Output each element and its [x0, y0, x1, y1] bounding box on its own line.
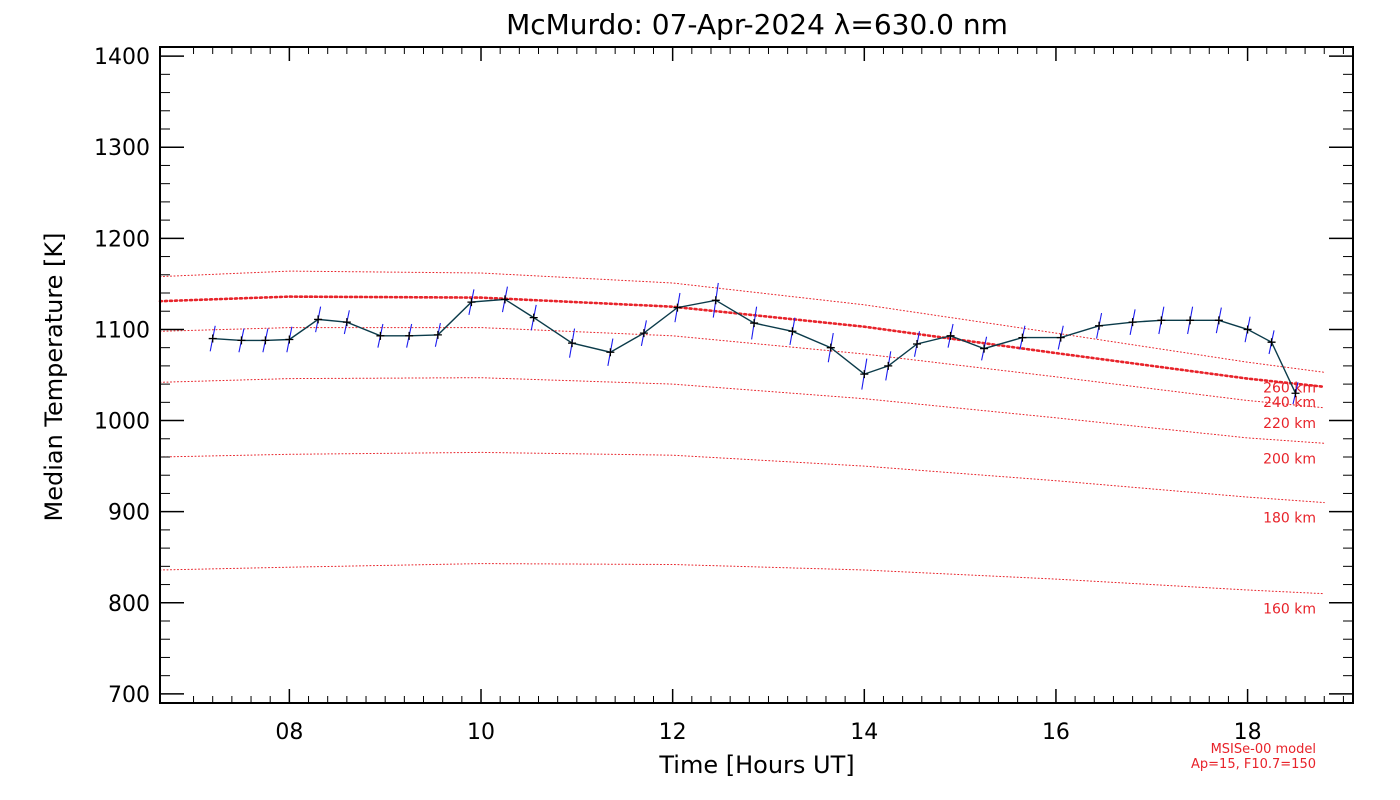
data-point	[884, 361, 893, 370]
data-point	[860, 370, 869, 379]
data-point	[913, 340, 922, 349]
model-curve-220-km	[159, 327, 1325, 409]
data-point	[1157, 316, 1166, 325]
data-point	[342, 318, 351, 327]
y-axis-label: Median Temperature [K]	[40, 232, 68, 521]
y-tick-label: 900	[108, 501, 150, 526]
data-point	[1267, 338, 1276, 347]
data-point	[673, 303, 682, 312]
data-point	[285, 335, 294, 344]
model-label-200-km: 200 km	[1263, 451, 1316, 467]
data-point	[1243, 325, 1252, 334]
data-point	[946, 331, 955, 340]
plot-frame	[159, 46, 1354, 704]
data-point	[980, 344, 989, 353]
x-tick-label: 18	[1234, 720, 1262, 745]
data-point	[237, 336, 246, 345]
data-point	[639, 329, 648, 338]
model-curve-260-km	[159, 270, 1325, 373]
data-point	[606, 348, 615, 357]
x-tick-label: 12	[659, 720, 687, 745]
data-point	[750, 319, 759, 328]
data-point	[1018, 333, 1027, 342]
data-point	[1128, 318, 1137, 327]
x-tick-label: 10	[467, 720, 495, 745]
model-label-180-km: 180 km	[1263, 511, 1316, 527]
data-point	[314, 315, 323, 324]
data-point	[405, 331, 414, 340]
model-label-260-km: 260 km	[1263, 380, 1316, 396]
model-label-220-km: 220 km	[1263, 416, 1316, 432]
chart-title: McMurdo: 07-Apr-2024 λ=630.0 nm	[506, 8, 1008, 41]
model-curve-180-km	[159, 451, 1325, 504]
y-tick-label: 1100	[94, 318, 150, 343]
data-point	[529, 313, 538, 322]
y-tick-label: 1400	[94, 45, 150, 70]
model-curve-160-km	[159, 563, 1325, 595]
data-point	[261, 336, 270, 345]
data-point	[1291, 389, 1300, 398]
data-point	[568, 339, 577, 348]
data-point	[1056, 333, 1065, 342]
x-tick-label: 14	[850, 720, 878, 745]
axis-ticks: 08 10 12 14 16 18 700 800 900 1000 1100 1200 1300 140…	[94, 45, 1353, 745]
measurement-series	[208, 282, 1300, 405]
data-point	[433, 330, 442, 339]
data-point	[711, 296, 720, 305]
data-point	[1214, 316, 1223, 325]
y-tick-label: 1300	[94, 136, 150, 161]
x-axis-label: Time [Hours UT]	[658, 751, 854, 779]
model-label-240-km: 240 km	[1263, 395, 1316, 411]
y-tick-label: 700	[108, 683, 150, 708]
x-tick-label: 16	[1042, 720, 1070, 745]
y-tick-label: 1200	[94, 227, 150, 252]
model-curve-240-km	[158, 295, 1326, 389]
data-point	[1186, 316, 1195, 325]
data-point	[788, 327, 797, 336]
model-params-note: Ap=15, F10.7=150	[1191, 757, 1316, 772]
y-tick-label: 1000	[94, 410, 150, 435]
x-tick-label: 08	[275, 720, 303, 745]
model-label-160-km: 160 km	[1263, 602, 1316, 618]
data-point	[376, 331, 385, 340]
model-note: MSISe-00 model	[1211, 742, 1316, 757]
data-point	[208, 334, 217, 343]
data-point	[500, 295, 509, 304]
model-curve-200-km	[159, 377, 1325, 444]
y-tick-label: 800	[108, 592, 150, 617]
series-line	[212, 298, 1297, 394]
data-point	[467, 298, 476, 307]
data-point	[826, 343, 835, 352]
data-point	[1095, 321, 1104, 330]
